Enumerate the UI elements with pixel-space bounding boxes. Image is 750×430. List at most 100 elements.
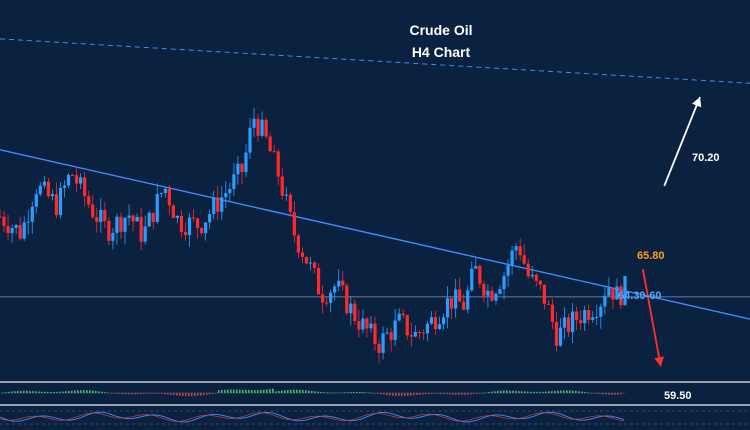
macd-bar: [503, 390, 505, 393]
candle: [115, 213, 119, 245]
candle: [14, 224, 18, 235]
candle-body: [413, 332, 417, 337]
candle-body: [54, 194, 59, 216]
candle: [99, 198, 103, 233]
macd-bar: [443, 393, 445, 395]
macd-bar: [8, 391, 10, 393]
macd-bar: [362, 392, 364, 393]
candle: [570, 302, 575, 343]
candle: [530, 266, 534, 279]
macd-bar: [65, 391, 67, 393]
macd-bar: [404, 393, 406, 396]
candle: [329, 289, 333, 312]
macd-bar: [71, 390, 73, 393]
macd-bar: [452, 393, 454, 395]
candle: [591, 310, 595, 323]
macd-bar: [26, 390, 28, 393]
macd-bar: [257, 390, 259, 393]
macd-bar: [92, 390, 94, 393]
candle: [308, 256, 313, 271]
candle: [240, 162, 244, 185]
candle-body: [530, 274, 534, 277]
candle-body: [280, 176, 284, 196]
macd-bar: [530, 391, 532, 393]
candle-body: [353, 303, 357, 322]
candle-body: [615, 286, 619, 300]
macd-bar: [215, 393, 217, 394]
macd-bar: [98, 391, 100, 393]
macd-bar: [344, 392, 346, 393]
macd-bar: [329, 392, 331, 394]
candle: [385, 327, 389, 335]
candle: [615, 278, 619, 300]
candle-body: [562, 317, 567, 328]
macd-bar: [308, 390, 310, 393]
candle: [514, 243, 518, 261]
candle-body: [514, 246, 518, 251]
macd-bar: [374, 393, 376, 394]
macd-bar: [593, 393, 595, 394]
macd-bar: [119, 393, 121, 395]
macd-bar: [548, 391, 550, 393]
candle-body: [159, 193, 163, 195]
candle: [369, 316, 373, 333]
macd-bar: [368, 392, 370, 394]
candle: [232, 162, 236, 196]
macd-bar: [584, 391, 586, 393]
candle-body: [119, 216, 123, 232]
candle-body: [83, 177, 87, 197]
candle-body: [623, 276, 627, 306]
level-label-target-high: 70.20: [692, 152, 720, 164]
candle: [300, 247, 305, 264]
macd-bar: [356, 391, 358, 393]
macd-bar: [143, 393, 145, 394]
candle-body: [587, 310, 591, 320]
macd-bar: [212, 393, 214, 394]
candle: [46, 177, 50, 199]
candle-body: [115, 216, 119, 233]
candle: [542, 284, 546, 310]
candle: [224, 181, 228, 209]
candle: [562, 307, 567, 340]
candle: [276, 149, 280, 185]
candle-body: [135, 216, 139, 222]
candle: [619, 284, 623, 309]
macd-bar: [68, 390, 70, 393]
macd-bar: [251, 390, 253, 393]
candle-body: [0, 216, 2, 218]
candle: [417, 330, 421, 339]
candle-body: [494, 293, 498, 301]
target-arrow-down: [641, 268, 665, 367]
candle: [179, 209, 184, 238]
candle: [425, 321, 430, 341]
candle: [272, 144, 276, 153]
candle: [397, 308, 401, 322]
candle: [470, 261, 474, 293]
candle-body: [421, 332, 425, 334]
candle: [66, 173, 71, 189]
candle-body: [417, 332, 421, 334]
macd-bar: [230, 389, 232, 393]
macd-bar: [260, 389, 262, 393]
candle: [623, 275, 627, 306]
macd-bar: [239, 389, 241, 393]
macd-bar: [281, 390, 283, 393]
candle-body: [6, 225, 10, 234]
candle-body: [437, 324, 442, 330]
macd-bar: [335, 392, 337, 394]
arrow-shaft: [641, 268, 662, 367]
candle: [566, 313, 571, 337]
candle: [599, 303, 603, 329]
macd-bar: [551, 391, 553, 393]
candle: [127, 204, 131, 226]
candle-body: [292, 212, 296, 236]
candle: [50, 189, 55, 201]
candle-body: [79, 177, 83, 184]
candle: [107, 216, 111, 246]
macd-bar: [299, 389, 301, 393]
candle: [357, 309, 361, 338]
candle: [62, 180, 67, 198]
macd-bar: [392, 393, 394, 396]
candle: [70, 173, 75, 176]
candle-body: [325, 302, 329, 304]
